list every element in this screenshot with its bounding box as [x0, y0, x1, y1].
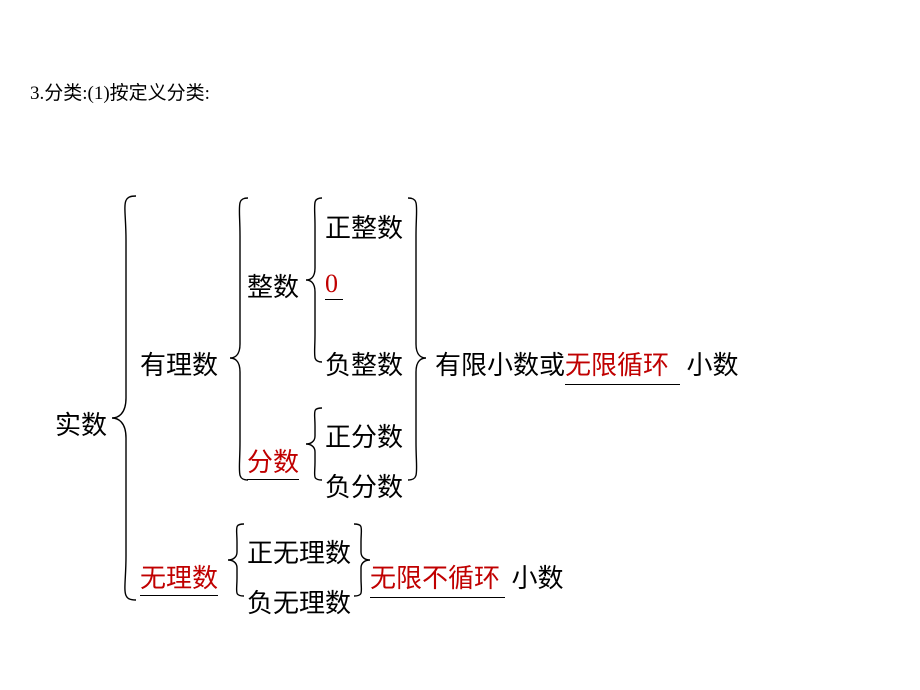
diagram-canvas: 3.分类:(1)按定义分类: 实数 有理数 整数 正整数 0 负整数 分数 正分…: [0, 0, 920, 690]
brace-root: [0, 0, 920, 690]
